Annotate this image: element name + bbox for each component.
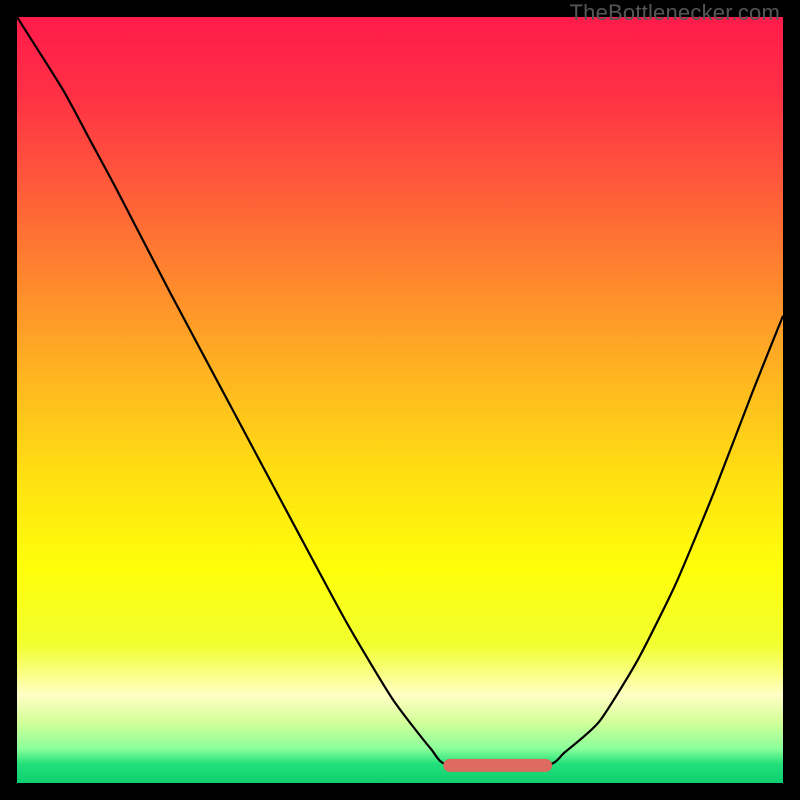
curve-layer: [17, 17, 783, 783]
chart-frame: TheBottlenecker.com: [0, 0, 800, 800]
plot-area: [17, 17, 783, 783]
watermark-text: TheBottlenecker.com: [570, 0, 780, 26]
bottleneck-curve: [17, 17, 783, 767]
